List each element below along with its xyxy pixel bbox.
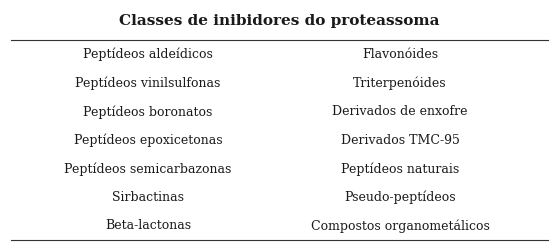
Text: Peptídeos vinilsulfonas: Peptídeos vinilsulfonas <box>75 76 221 90</box>
Text: Derivados TMC-95: Derivados TMC-95 <box>340 134 459 147</box>
Text: Peptídeos epoxicetonas: Peptídeos epoxicetonas <box>74 134 222 147</box>
Text: Sirbactinas: Sirbactinas <box>112 191 184 204</box>
Text: Triterpenóides: Triterpenóides <box>353 76 447 90</box>
Text: Peptídeos boronatos: Peptídeos boronatos <box>83 105 213 118</box>
Text: Pseudo-peptídeos: Pseudo-peptídeos <box>344 190 456 204</box>
Text: Peptídeos semicarbazonas: Peptídeos semicarbazonas <box>64 162 232 175</box>
Text: Classes de inibidores do proteassoma: Classes de inibidores do proteassoma <box>119 14 440 28</box>
Text: Compostos organometálicos: Compostos organometálicos <box>311 219 490 233</box>
Text: Peptídeos aldeídicos: Peptídeos aldeídicos <box>83 48 213 62</box>
Text: Flavonóides: Flavonóides <box>362 48 438 61</box>
Text: Beta-lactonas: Beta-lactonas <box>105 220 191 232</box>
Text: Derivados de enxofre: Derivados de enxofre <box>332 105 468 118</box>
Text: Peptídeos naturais: Peptídeos naturais <box>341 162 459 175</box>
